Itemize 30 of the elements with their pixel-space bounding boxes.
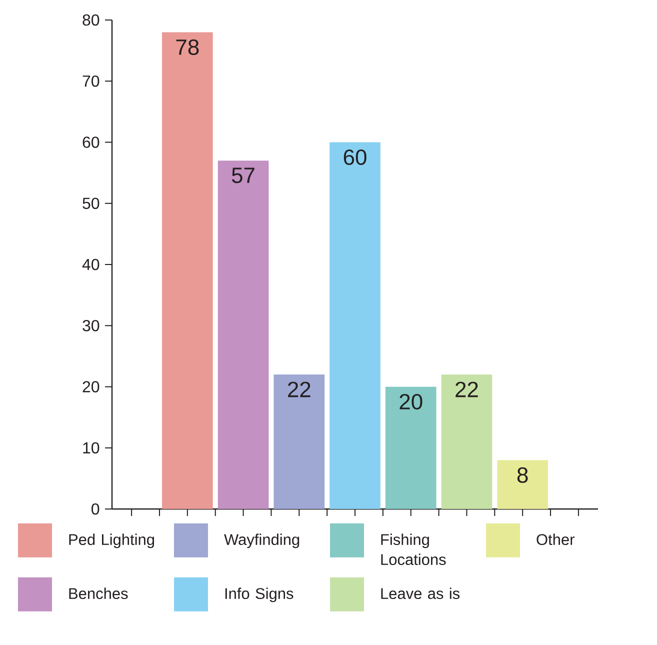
bar (497, 460, 548, 509)
data-label: 22 (456, 382, 478, 398)
y-tick-label: 70 (82, 75, 100, 87)
data-label: 78 (176, 39, 199, 55)
y-tick-label: 40 (82, 258, 100, 270)
bar (218, 160, 269, 509)
legend-label: Fishing Locations (381, 534, 446, 566)
data-label: 60 (344, 149, 366, 166)
legend-label: Ped Lighting (69, 534, 154, 548)
legend-label: Benches (69, 588, 128, 600)
legend-label: Leave as is (381, 588, 460, 600)
y-tick-label: 10 (83, 442, 100, 454)
legend-label: Other (536, 534, 574, 546)
y-tick-label: 50 (82, 198, 100, 210)
y-tick-label: 0 (92, 503, 100, 515)
legend-label: Wayfinding (224, 534, 300, 548)
legend-label: Info Signs (225, 588, 294, 602)
data-label: 57 (232, 168, 254, 184)
bar (385, 386, 436, 509)
bar (330, 142, 380, 509)
bar (162, 32, 213, 509)
y-tick-label: 60 (82, 136, 100, 148)
bar (274, 374, 325, 509)
y-tick-label: 80 (82, 14, 100, 26)
y-tick-label: 30 (82, 320, 100, 332)
data-label: 22 (288, 382, 310, 398)
y-tick-label: 20 (82, 381, 100, 392)
data-label: 20 (400, 394, 422, 410)
data-label: 8 (517, 467, 528, 483)
bar (441, 374, 492, 509)
